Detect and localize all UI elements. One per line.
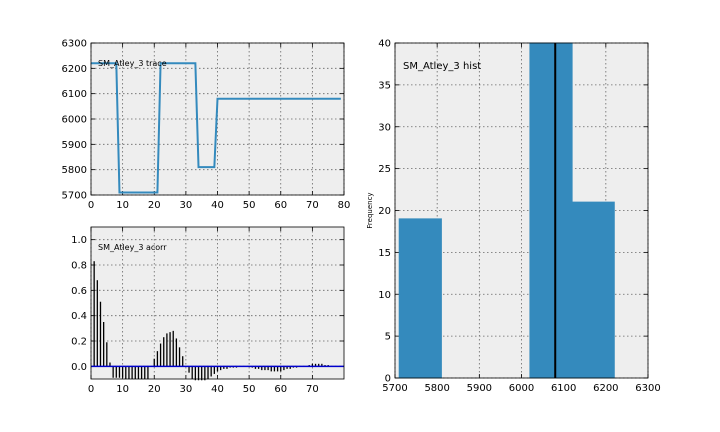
x-tick-label: 20 xyxy=(148,200,161,211)
x-tick-label: 6200 xyxy=(593,383,618,394)
y-tick-label: 0.0 xyxy=(71,362,87,373)
hist-bar xyxy=(529,42,573,379)
y-tick-label: 10 xyxy=(378,290,391,301)
y-tick-label: 0 xyxy=(385,374,391,385)
y-tick-label: 1.0 xyxy=(71,235,87,246)
x-tick-label: 60 xyxy=(274,384,287,395)
y-tick-label: 30 xyxy=(378,122,391,133)
x-tick-label: 10 xyxy=(116,384,129,395)
y-tick-label: 6300 xyxy=(62,39,87,50)
plot-frame xyxy=(394,42,649,379)
y-tick-label: 0.2 xyxy=(71,337,87,348)
y-tick-label: 0.6 xyxy=(71,286,87,297)
y-tick-label: 40 xyxy=(378,39,391,50)
x-tick-label: 6300 xyxy=(635,383,660,394)
x-tick-label: 30 xyxy=(180,384,193,395)
x-tick-label: 40 xyxy=(211,200,224,211)
y-tick-label: 5700 xyxy=(62,191,87,202)
y-tick-label: 5900 xyxy=(62,140,87,151)
x-tick-label: 80 xyxy=(338,200,351,211)
y-tick-label: 5 xyxy=(385,332,391,343)
y-axis-label: Frequency xyxy=(366,192,374,228)
trace-line xyxy=(91,62,341,194)
x-tick-label: 60 xyxy=(274,200,287,211)
x-tick-label: 20 xyxy=(148,384,161,395)
x-tick-label: 5900 xyxy=(467,383,492,394)
x-tick-label: 5700 xyxy=(382,383,407,394)
trace-label: SM_Atley_3 trace xyxy=(98,59,167,68)
y-tick-label: 0.8 xyxy=(71,261,87,272)
x-tick-label: 10 xyxy=(116,200,129,211)
y-tick-label: 6200 xyxy=(62,64,87,75)
plot-frame xyxy=(90,226,345,380)
x-tick-label: 70 xyxy=(306,200,319,211)
x-tick-label: 50 xyxy=(243,384,256,395)
y-tick-label: 20 xyxy=(378,206,391,217)
x-tick-label: 50 xyxy=(243,200,256,211)
hist-panel: 5700 5800 5900 6000 6100 6200 6300 0 5 10 15 20 25 30… xyxy=(366,39,661,395)
x-tick-label: 40 xyxy=(211,384,224,395)
x-tick-label: 0 xyxy=(88,200,94,211)
hist-bar xyxy=(571,201,615,379)
x-tick-label: 5800 xyxy=(424,383,449,394)
y-tick-label: 25 xyxy=(378,164,391,175)
x-tick-label: 6000 xyxy=(509,383,534,394)
hist-bar xyxy=(398,218,442,379)
y-tick-label: 6100 xyxy=(62,89,87,100)
x-tick-label: 0 xyxy=(88,384,94,395)
acorr-label: SM_Atley_3 acorr xyxy=(98,243,167,252)
acorr-panel: 0 10 20 30 40 50 60 70 0.0 0.2 0.4 0.6 0.8 1.0 SM_Atle… xyxy=(71,226,345,395)
y-tick-label: 35 xyxy=(378,80,391,91)
hist-label: SM_Atley_3 hist xyxy=(403,61,481,72)
x-tick-label: 30 xyxy=(180,200,193,211)
trace-panel: 0 10 20 30 40 50 60 70 80 5700 5800 5900 6000 6100 620… xyxy=(62,39,351,212)
x-tick-label: 70 xyxy=(306,384,319,395)
plot-frame xyxy=(90,42,345,196)
y-tick-label: 15 xyxy=(378,248,391,259)
x-tick-label: 6100 xyxy=(551,383,576,394)
y-tick-label: 6000 xyxy=(62,115,87,126)
y-tick-label: 0.4 xyxy=(71,311,87,322)
y-tick-label: 5800 xyxy=(62,165,87,176)
